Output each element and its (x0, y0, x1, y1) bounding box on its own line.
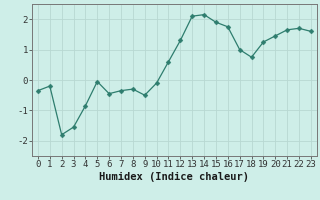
X-axis label: Humidex (Indice chaleur): Humidex (Indice chaleur) (100, 172, 249, 182)
